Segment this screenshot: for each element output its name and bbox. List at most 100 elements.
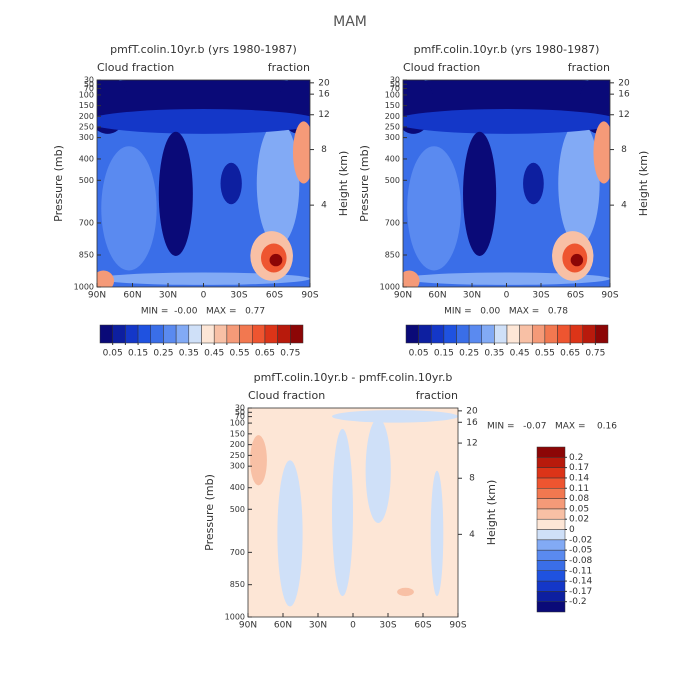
- colorbar-box: [213, 324, 228, 344]
- colorbar-label: 0.35: [179, 349, 199, 359]
- x-tick-label: 90S: [449, 621, 466, 631]
- field-patch: [292, 121, 310, 184]
- colorbar-label: 0.14: [569, 473, 589, 483]
- colorbar-label: 0.05: [569, 504, 589, 514]
- stats: MIN = -0.00 MAX = 0.77: [141, 307, 265, 317]
- colorbar-box: [112, 324, 126, 344]
- colorbar-box: [201, 324, 215, 344]
- field-patch: [403, 272, 610, 285]
- colorbar-box: [290, 324, 304, 344]
- colorbar-label: 0.25: [153, 349, 173, 359]
- y-tick-label: 200: [79, 112, 94, 121]
- colorbar-box: [125, 324, 139, 344]
- x-tick-label: 30S: [379, 621, 396, 631]
- colorbar-label: 0.05: [103, 349, 123, 359]
- colorbar-box: [494, 324, 508, 344]
- x-tick-label: 90N: [239, 621, 257, 631]
- contour-field: [248, 408, 458, 617]
- y-axis-label: Pressure (mb): [52, 145, 65, 222]
- field-patch: [332, 428, 353, 597]
- x-tick-label: 60N: [274, 621, 292, 631]
- field-patch: [220, 162, 242, 205]
- field-patch: [256, 121, 300, 246]
- colorbar-box: [163, 324, 177, 344]
- field-patch: [97, 80, 310, 118]
- colorbar-box: [456, 324, 470, 344]
- panel-title: pmfT.colin.10yr.b (yrs 1980-1987): [110, 43, 297, 56]
- colorbar-box: [99, 324, 113, 344]
- y-tick-label: 300: [230, 462, 245, 471]
- y2-tick-label: 16: [466, 418, 478, 428]
- field-patch: [558, 121, 600, 246]
- y-tick-label: 50: [84, 80, 94, 89]
- x-tick-label: 60N: [123, 291, 141, 301]
- colorbar-box: [532, 324, 546, 344]
- y-tick-label: 100: [79, 90, 94, 99]
- y-tick-label: 250: [230, 451, 245, 460]
- x-tick-label: 60S: [266, 291, 283, 301]
- y-tick-label: 300: [385, 133, 400, 142]
- x-tick-label: 30N: [159, 291, 177, 301]
- colorbar-label: 0.35: [484, 349, 504, 359]
- colorbar-box: [252, 324, 266, 344]
- colorbar-box: [569, 324, 583, 344]
- y-tick-label: 50: [390, 80, 400, 89]
- colorbar-label: 0.55: [230, 349, 250, 359]
- x-tick-label: 60S: [567, 291, 584, 301]
- field-patch: [277, 460, 303, 607]
- colorbar-box: [277, 324, 291, 344]
- colorbar-box: [226, 324, 240, 344]
- y2-tick-label: 12: [318, 110, 329, 120]
- y-tick-label: 30: [84, 76, 94, 85]
- colorbar-box: [536, 549, 566, 561]
- y-tick-label: 50: [235, 408, 245, 417]
- y-tick-label: 150: [230, 429, 245, 438]
- field-patch: [593, 121, 610, 184]
- colorbar-box: [506, 324, 520, 344]
- colorbar-label: 0.2: [569, 453, 583, 463]
- colorbar-box: [544, 324, 558, 344]
- x-tick-label: 60S: [414, 621, 431, 631]
- colorbar-label: -0.11: [569, 566, 592, 576]
- colorbar-box: [405, 324, 419, 344]
- y-tick-label: 850: [385, 250, 400, 259]
- y-tick-label: 250: [385, 122, 400, 131]
- x-tick-label: 90N: [394, 291, 412, 301]
- panel-title: pmfT.colin.10yr.b - pmfF.colin.10yr.b: [254, 371, 453, 384]
- colorbar-label: 0.45: [204, 349, 224, 359]
- y2-tick-label: 4: [321, 201, 327, 211]
- x-tick-label: 30S: [532, 291, 549, 301]
- left-label: Cloud fraction: [403, 61, 480, 74]
- field-patch: [365, 418, 391, 523]
- right-label: fraction: [568, 61, 610, 74]
- y-tick-label: 250: [79, 122, 94, 131]
- field-patch: [101, 146, 157, 271]
- y-tick-label: 150: [79, 101, 94, 110]
- y2-tick-label: 4: [621, 201, 627, 211]
- colorbar-box: [536, 477, 566, 489]
- field-patch: [430, 470, 444, 597]
- colorbar-label: -0.2: [569, 597, 587, 607]
- colorbar-box: [264, 324, 278, 344]
- field-patch: [397, 587, 414, 597]
- y-tick-label: 500: [385, 176, 400, 185]
- y-tick-label: 150: [385, 101, 400, 110]
- x-tick-label: 30N: [463, 291, 481, 301]
- y2-tick-label: 12: [618, 110, 629, 120]
- y-tick-label: 100: [385, 90, 400, 99]
- colorbar-label: -0.05: [569, 546, 592, 556]
- y-tick-label: 700: [385, 218, 400, 227]
- colorbar-label: 0.05: [409, 349, 429, 359]
- y-tick-label: 700: [230, 548, 245, 557]
- colorbar-box: [536, 488, 566, 499]
- field-patch: [403, 80, 610, 118]
- x-tick-label: 90S: [601, 291, 618, 301]
- x-tick-label: 60N: [428, 291, 446, 301]
- colorbar-label: 0.65: [255, 349, 275, 359]
- colorbar-box: [595, 324, 609, 344]
- figure-title: MAM: [333, 14, 367, 30]
- y-tick-label: 400: [79, 154, 94, 163]
- y-tick-label: 850: [230, 580, 245, 589]
- y2-tick-label: 8: [621, 145, 627, 155]
